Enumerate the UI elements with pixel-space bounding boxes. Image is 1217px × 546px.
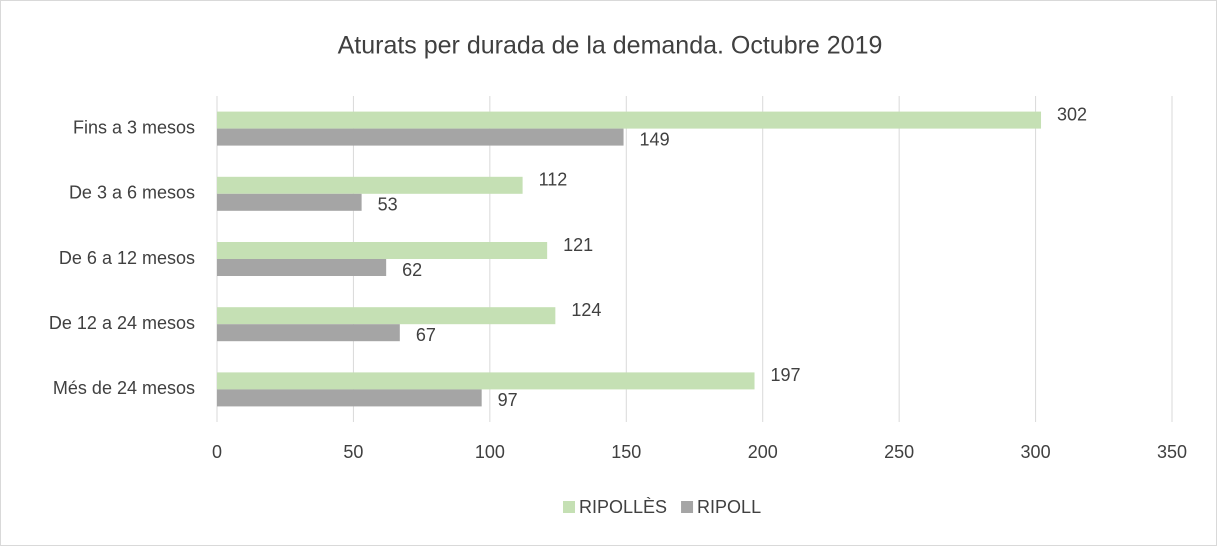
data-label: 97 [498, 390, 518, 410]
bar [217, 372, 755, 390]
x-tick-label: 150 [611, 442, 641, 462]
y-tick-label: Més de 24 mesos [53, 378, 195, 398]
bar [217, 324, 400, 342]
bar [217, 389, 482, 407]
data-label: 67 [416, 325, 436, 345]
data-label: 197 [771, 365, 801, 385]
chart-title: Aturats per durada de la demanda. Octubr… [338, 32, 883, 60]
bar [217, 176, 523, 194]
y-tick-label: De 6 a 12 mesos [59, 248, 195, 268]
data-label: 53 [378, 195, 398, 215]
x-tick-label: 300 [1021, 442, 1051, 462]
bar [217, 242, 548, 259]
x-tick-label: 50 [343, 442, 363, 462]
bar [217, 307, 556, 325]
legend-swatch [563, 501, 575, 513]
data-label: 112 [539, 170, 568, 190]
data-label: 121 [563, 235, 593, 255]
bar [217, 259, 387, 276]
x-tick-label: 0 [212, 442, 222, 462]
data-label: 302 [1057, 104, 1087, 124]
y-tick-label: Fins a 3 mesos [73, 117, 195, 137]
x-tick-label: 250 [884, 442, 914, 462]
data-label: 149 [640, 129, 670, 149]
bar [217, 128, 624, 146]
y-tick-label: De 12 a 24 mesos [49, 313, 195, 333]
data-label: 62 [402, 260, 422, 280]
x-tick-label: 200 [748, 442, 778, 462]
y-tick-label: De 3 a 6 mesos [69, 183, 195, 203]
data-label: 124 [571, 300, 601, 320]
bar [217, 193, 362, 211]
x-tick-label: 350 [1157, 442, 1187, 462]
bar [217, 111, 1042, 129]
legend-label: RIPOLLÈS [579, 497, 667, 517]
legend-label: RIPOLL [697, 497, 761, 517]
x-tick-label: 100 [475, 442, 505, 462]
legend-swatch [681, 501, 694, 513]
